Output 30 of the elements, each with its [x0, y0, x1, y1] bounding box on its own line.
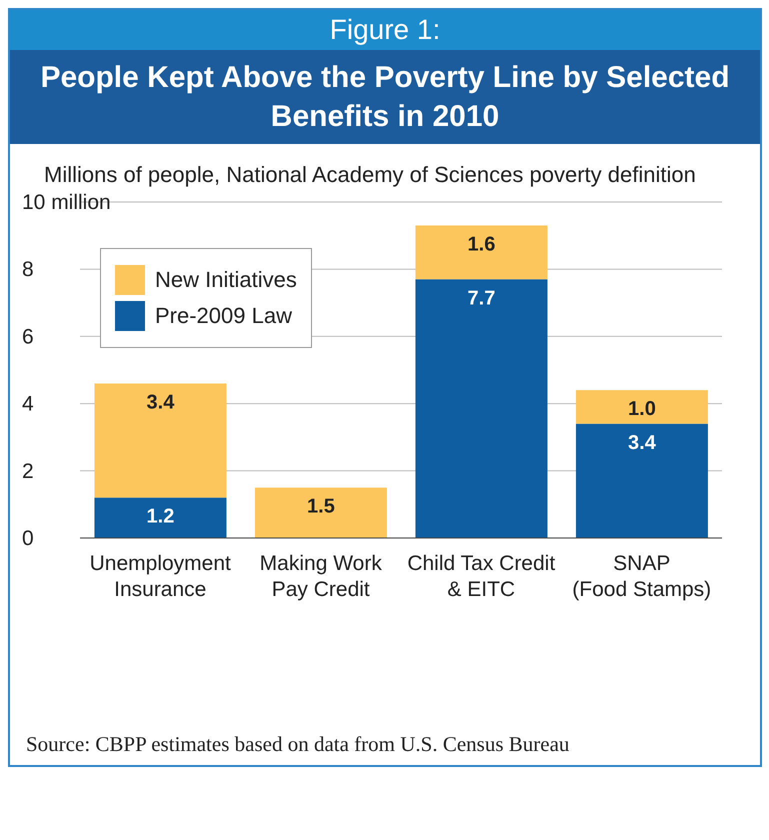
chart-title: Figure 1:: [10, 10, 760, 50]
data-label: 7.7: [468, 287, 496, 310]
y-tick-label: 10 million: [22, 191, 111, 214]
bar: [94, 498, 226, 538]
y-tick-label: 8: [22, 258, 34, 282]
y-tick-label: 6: [22, 325, 34, 348]
x-tick-label: Making Work Pay Credit: [260, 552, 382, 601]
data-label: 1.0: [628, 398, 656, 420]
y-tick-label: 0: [22, 527, 34, 550]
bar: [254, 488, 387, 538]
legend-label: Pre-2009 Law: [155, 303, 292, 329]
x-tick-label: Unemployment Insurance: [90, 552, 232, 601]
chart-subtitle: People Kept Above the Poverty Line by Selected Benefits in 2010: [10, 50, 760, 144]
x-tick-label: Child Tax Credit & EITC: [407, 552, 556, 601]
y-tick-label: 2: [22, 460, 34, 483]
data-label: 1.5: [307, 496, 335, 518]
data-label: 3.4: [628, 432, 657, 454]
bar: [576, 424, 708, 538]
data-label: 1.6: [468, 234, 496, 256]
y-tick-label: 4: [22, 392, 34, 416]
data-label: 3.4: [146, 391, 176, 414]
bar: [415, 226, 548, 280]
source-note: Source: CBPP estimates based on data from U.S. Census Bureau: [25, 731, 570, 758]
legend-label: New Initiatives: [155, 267, 297, 293]
bar: [576, 390, 708, 424]
y-axis-title: Millions of people, National Academy of Sciences poverty definition: [43, 161, 697, 188]
x-tick-label: SNAP (Food Stamps): [572, 552, 712, 601]
bar: [415, 279, 548, 538]
bar: [94, 383, 226, 498]
data-label: 1.2: [146, 506, 174, 528]
